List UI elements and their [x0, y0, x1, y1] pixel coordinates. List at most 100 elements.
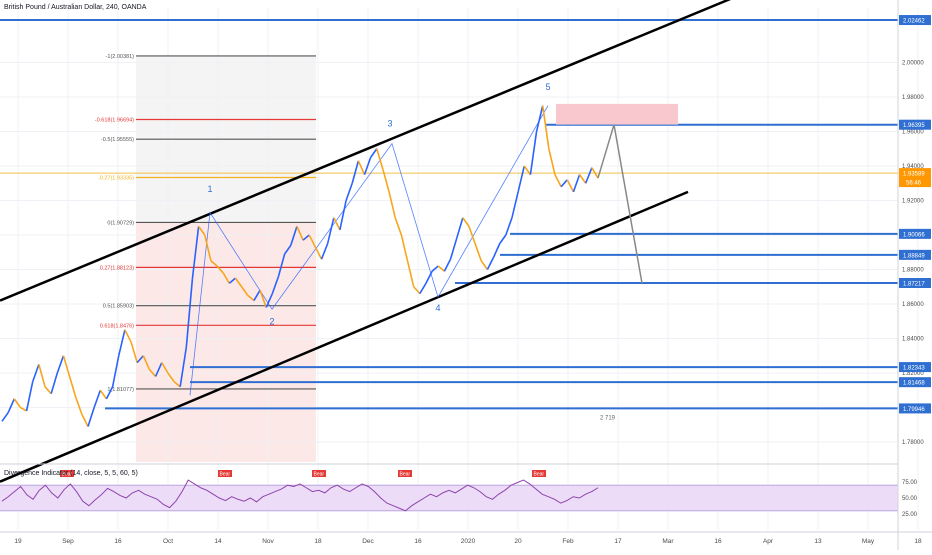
- wave-label: 3: [387, 118, 392, 128]
- price-segment: [38, 364, 46, 388]
- price-segment: [370, 148, 378, 158]
- price-segment: [443, 258, 452, 272]
- price-segment: [142, 355, 151, 370]
- bear-signal-badge: [398, 470, 412, 477]
- x-tick-label: Mar: [662, 538, 674, 545]
- price-segment: [480, 260, 489, 270]
- price-segment: [357, 160, 366, 175]
- bear-signal-label: Bear: [314, 472, 325, 478]
- price-segment: [308, 234, 317, 248]
- bear-signal-badge: [312, 470, 326, 477]
- price-segment: [474, 243, 483, 262]
- bear-signal-label: Bear: [534, 472, 545, 478]
- price-segment: [560, 179, 568, 188]
- price-level-badge: [899, 377, 931, 388]
- price-level-badge: [899, 362, 931, 373]
- price-segment: [161, 362, 169, 374]
- fib-level-label: -0.27(1.93335): [98, 175, 134, 181]
- y-tick-label: 1.98000: [902, 95, 924, 101]
- price-segment: [124, 329, 132, 343]
- price-level-badge: [899, 119, 931, 130]
- price-segment: [376, 148, 384, 170]
- price-segment: [81, 414, 89, 427]
- x-tick-label: Apr: [763, 538, 774, 545]
- price-segment: [259, 289, 267, 308]
- wave-label: 2: [269, 317, 274, 327]
- price-segment: [296, 226, 304, 241]
- oscillator-tick-label: 50.00: [902, 496, 918, 502]
- oscillator-title: Divergence Indicator (14, close, 5, 5, 6…: [4, 470, 138, 477]
- price-segment: [523, 165, 532, 176]
- x-tick-label: 16: [114, 538, 122, 545]
- x-tick-label: Feb: [562, 538, 574, 545]
- fib-level-label: -1(2.00381): [106, 54, 135, 60]
- x-tick-label: 17: [614, 538, 622, 545]
- price-segment: [20, 406, 27, 412]
- current-price-label: 1.93589: [903, 172, 925, 178]
- price-segment: [554, 174, 562, 188]
- forecast-path: [597, 124, 643, 284]
- bear-signal-label: Bear: [400, 472, 411, 478]
- price-segment: [87, 407, 95, 427]
- price-segment: [148, 369, 157, 377]
- price-level-badge-label: 1.82343: [903, 366, 925, 372]
- x-tick-label: May: [862, 538, 875, 545]
- price-segment: [351, 160, 360, 184]
- price-level-badge-label: 1.96395: [903, 123, 925, 129]
- price-segment: [277, 253, 286, 277]
- price-segment: [167, 372, 175, 383]
- oscillator-band: [0, 485, 898, 511]
- price-level-badge: [899, 403, 931, 414]
- chart-title: British Pound / Australian Dollar, 240, …: [4, 4, 147, 11]
- price-segment: [203, 234, 212, 262]
- x-tick-label: Dec: [362, 538, 374, 545]
- price-segment: [185, 278, 194, 348]
- price-segment: [240, 286, 249, 296]
- price-segment: [486, 257, 495, 270]
- x-tick-label: Sep: [62, 538, 74, 545]
- x-tick-label: Nov: [262, 538, 274, 545]
- price-segment: [31, 364, 40, 382]
- price-level-badge: [899, 228, 931, 239]
- price-segment: [578, 174, 587, 184]
- price-level-badge-label: 1.88849: [903, 253, 925, 259]
- price-segment: [99, 389, 108, 400]
- y-tick-label: 1.86000: [902, 302, 924, 308]
- price-segment: [253, 289, 261, 301]
- price-segment: [394, 217, 403, 236]
- price-segment: [314, 246, 323, 260]
- price-segment: [449, 238, 458, 260]
- price-segment: [406, 260, 415, 287]
- price-level-badge: [899, 15, 931, 26]
- oscillator-tick-label: 25.00: [902, 512, 918, 518]
- price-segment: [468, 226, 476, 244]
- price-segment: [210, 260, 218, 267]
- y-tick-label: 1.88000: [902, 267, 924, 273]
- fib-level-label: 0.5(1.85903): [103, 304, 134, 310]
- price-segment: [535, 105, 544, 132]
- fib-level-label: -0.5(1.95555): [101, 137, 134, 143]
- price-segment: [572, 174, 581, 193]
- price-segment: [130, 341, 138, 363]
- price-segment: [339, 200, 347, 230]
- bear-signal-label: Bear: [62, 472, 73, 478]
- oscillator-tick-label: 75.00: [902, 480, 918, 486]
- y-tick-label: 1.84000: [902, 336, 924, 342]
- fib-level-label: 1(1.81077): [107, 387, 134, 393]
- price-segment: [345, 182, 353, 201]
- price-segment: [111, 355, 120, 387]
- y-tick-label: 1.96000: [902, 130, 924, 136]
- oscillator-line: [1, 479, 599, 512]
- price-segment: [566, 179, 575, 193]
- price-segment: [234, 277, 243, 288]
- price-segment: [247, 294, 255, 302]
- x-tick-label: 2020: [461, 538, 476, 545]
- price-level-badge-label: 1.87217: [903, 282, 925, 288]
- price-segment: [455, 217, 464, 239]
- price-level-badge-label: 1.90066: [903, 232, 925, 238]
- price-segment: [363, 157, 372, 175]
- price-segment: [425, 270, 433, 284]
- price-segment: [437, 265, 445, 272]
